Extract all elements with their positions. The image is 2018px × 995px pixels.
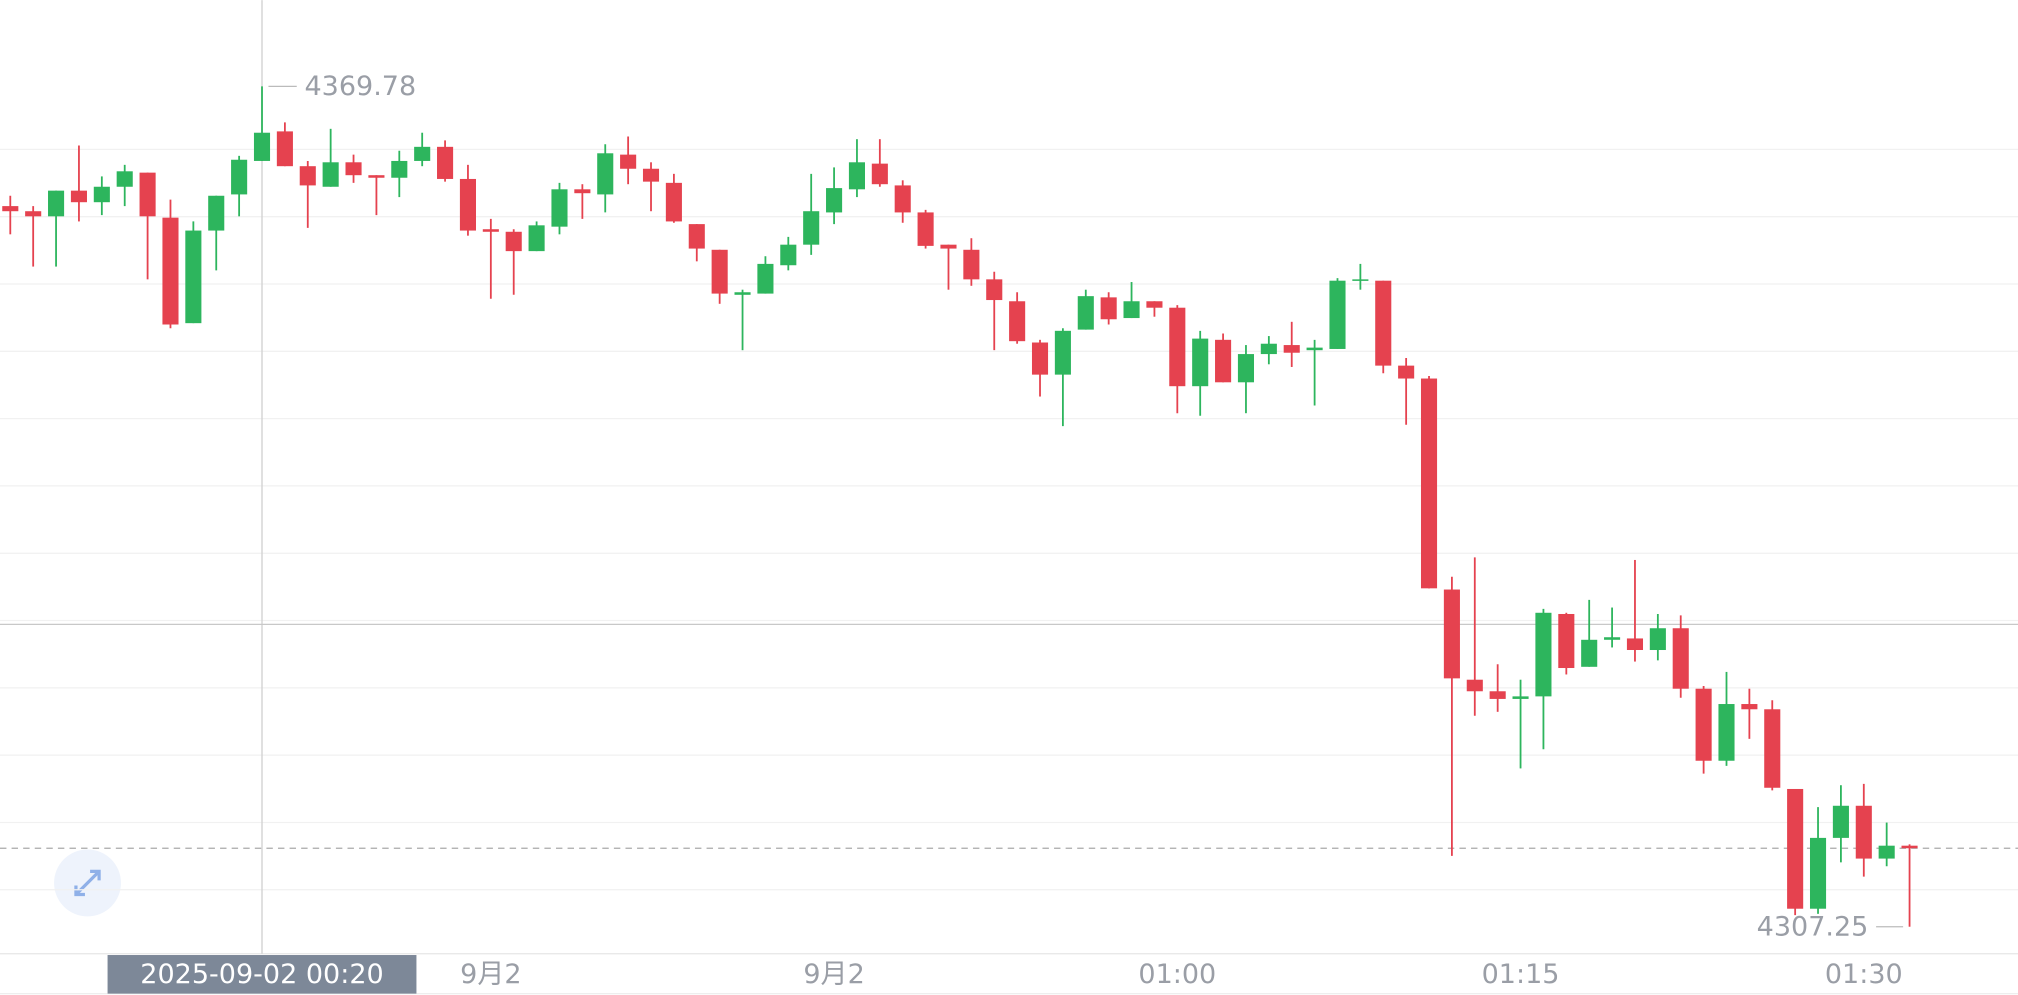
candle-body — [299, 166, 316, 186]
candle-body — [1832, 805, 1849, 838]
candle-body — [368, 175, 385, 178]
candle-body — [711, 249, 728, 294]
candle-body — [93, 186, 110, 203]
candle-body — [1466, 679, 1483, 692]
candle-body — [574, 189, 591, 194]
candle-body — [688, 224, 705, 249]
candle-body — [459, 178, 476, 231]
candle-body — [70, 190, 87, 203]
candle-body — [1260, 343, 1277, 355]
candle-body — [963, 249, 980, 280]
candle-body — [642, 168, 660, 182]
candle-body — [25, 211, 42, 217]
candle-body — [1100, 297, 1117, 320]
candle-body — [551, 189, 568, 227]
candle-body — [1581, 639, 1598, 667]
candle-body — [1878, 845, 1895, 859]
candle-body — [848, 162, 865, 190]
candle-body — [1626, 638, 1644, 651]
x-tick-label: 9月2 — [460, 959, 521, 990]
expand-button[interactable] — [54, 849, 121, 917]
candle-body — [1809, 837, 1827, 909]
candle-body — [1054, 330, 1071, 375]
candle-body — [597, 153, 614, 195]
candle-body — [1237, 354, 1255, 383]
candle-body — [1512, 696, 1529, 699]
x-tick-label: 01:00 — [1138, 959, 1216, 990]
candle-body — [1420, 378, 1438, 589]
candle-body — [620, 154, 637, 169]
x-tick-label: 01:15 — [1482, 959, 1560, 990]
candle-body — [1123, 301, 1140, 319]
candle-body — [505, 231, 522, 252]
candle-body — [253, 132, 271, 161]
candle-body — [528, 225, 545, 252]
candle-body — [1764, 709, 1781, 788]
max-label: 4369.78 — [304, 71, 416, 102]
candle-body — [208, 195, 225, 231]
candle-body — [2, 206, 19, 212]
candle-body — [345, 162, 362, 176]
candle-body — [1031, 342, 1049, 375]
candle-body — [116, 171, 133, 187]
candle-body — [1283, 345, 1300, 353]
candle-body — [871, 163, 888, 185]
candle-body — [1169, 307, 1186, 387]
x-tick-label: 9月2 — [803, 959, 864, 990]
candle-body — [185, 230, 202, 324]
candle-body — [1855, 805, 1872, 859]
candle-body — [391, 160, 408, 178]
crosshair-label-bg — [107, 955, 417, 994]
candle-body — [986, 279, 1003, 301]
candle-body — [1192, 338, 1209, 387]
min-label: 4307.25 — [1757, 912, 1869, 943]
candle-body — [1398, 365, 1415, 379]
candle-body — [1146, 301, 1163, 308]
candle-body — [414, 146, 431, 161]
crosshair-label: 2025-09-02 00:20 — [140, 959, 383, 990]
candle-body — [322, 162, 339, 187]
candle-body — [1741, 704, 1758, 710]
candle-body — [1329, 280, 1346, 349]
candle-body — [780, 244, 797, 266]
candle-body — [1306, 347, 1323, 351]
candle-body — [48, 190, 65, 217]
candle-body — [1787, 788, 1804, 909]
candle-body — [734, 292, 751, 295]
expand-icon[interactable] — [74, 869, 101, 897]
candle-body — [1718, 704, 1735, 761]
candle-body — [757, 263, 774, 294]
candle-body — [1558, 613, 1575, 669]
candle-body — [231, 159, 248, 195]
candle-body — [826, 188, 843, 213]
candle-body — [1352, 279, 1369, 281]
candle-body — [1901, 845, 1918, 849]
candle-body — [940, 244, 957, 249]
candle-body — [1672, 628, 1689, 689]
candle-body — [917, 212, 934, 246]
x-tick-label: 01:30 — [1825, 959, 1903, 990]
candle-body — [139, 172, 156, 217]
candle-body — [437, 146, 454, 179]
candle-body — [1009, 301, 1026, 342]
candle-body — [482, 229, 499, 232]
candle-body — [1077, 296, 1094, 330]
candle-body — [1489, 691, 1506, 699]
candle-body — [162, 217, 179, 325]
candle-body — [894, 185, 911, 213]
candle-body — [276, 131, 293, 167]
candle-body — [1215, 339, 1232, 383]
candle-body — [1604, 637, 1621, 640]
candle-body — [665, 182, 682, 222]
candle-body — [1535, 612, 1552, 697]
candle-body — [1649, 628, 1666, 651]
candle-body — [1695, 688, 1712, 761]
candle-body — [1443, 589, 1460, 679]
candle-body — [803, 211, 820, 245]
candle-body — [1375, 280, 1392, 366]
